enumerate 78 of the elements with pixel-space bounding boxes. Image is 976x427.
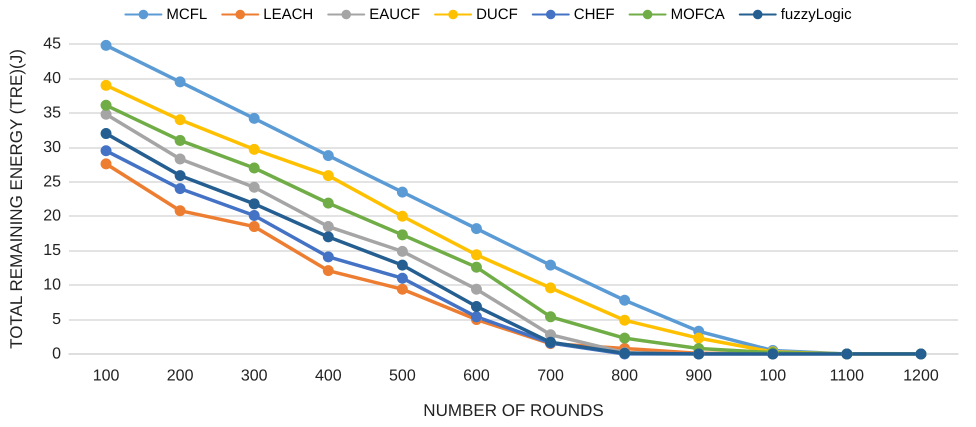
point xyxy=(545,260,556,271)
point xyxy=(174,205,186,216)
point xyxy=(322,251,334,262)
y-tick-label: 5 xyxy=(52,311,62,328)
point xyxy=(396,229,408,240)
point xyxy=(322,198,334,209)
x-tick-label: 100 xyxy=(759,368,786,384)
y-tick-label: 25 xyxy=(43,173,62,190)
point xyxy=(693,332,704,344)
point xyxy=(100,145,112,156)
point xyxy=(248,112,260,124)
point xyxy=(100,158,112,170)
x-tick-label: 800 xyxy=(611,368,638,384)
point xyxy=(470,300,482,312)
x-tick-label: 900 xyxy=(685,368,712,384)
x-axis-title: NUMBER OF ROUNDS xyxy=(423,401,604,420)
point xyxy=(322,231,334,242)
point xyxy=(396,272,408,284)
point xyxy=(174,183,186,194)
x-tick-label: 600 xyxy=(463,368,490,384)
point xyxy=(100,40,112,51)
y-axis-title: TOTAL REMAINING ENERGY (TRE)(J) xyxy=(7,49,26,349)
y-tick-label: 35 xyxy=(43,104,62,122)
y-tick-label: 45 xyxy=(43,36,62,52)
point xyxy=(322,265,334,276)
point xyxy=(545,282,556,294)
legend-label: fuzzyLogic xyxy=(780,6,852,23)
x-tick-label: 1100 xyxy=(830,368,864,384)
legend-label: CHEF xyxy=(574,6,615,23)
y-tick-label: 30 xyxy=(43,138,62,156)
legend-label: MOFCA xyxy=(670,6,725,23)
y-tick-label: 15 xyxy=(43,242,62,260)
legend-label: MCFL xyxy=(166,6,208,23)
point xyxy=(100,128,112,140)
legend-label: EAUCF xyxy=(369,6,420,23)
x-tick-label: 200 xyxy=(166,368,194,384)
point xyxy=(396,260,408,271)
x-tick-label: 700 xyxy=(537,368,564,384)
y-tick-label: 0 xyxy=(52,346,62,362)
y-tick-label: 10 xyxy=(43,276,62,294)
point xyxy=(322,170,334,182)
point xyxy=(470,262,482,273)
point xyxy=(100,100,112,111)
point xyxy=(396,210,408,222)
point xyxy=(545,311,556,322)
point xyxy=(396,284,408,295)
point xyxy=(174,134,186,146)
point xyxy=(174,76,186,88)
point xyxy=(248,198,260,210)
point xyxy=(174,170,186,182)
point xyxy=(470,249,482,260)
point xyxy=(396,186,408,198)
point xyxy=(174,114,186,126)
point xyxy=(248,210,260,222)
point xyxy=(619,314,630,326)
y-tick-label: 40 xyxy=(43,70,62,87)
point xyxy=(470,223,482,234)
point xyxy=(396,246,408,257)
x-tick-label: 500 xyxy=(389,368,416,384)
point xyxy=(470,284,482,295)
point xyxy=(322,150,334,162)
x-tick-label: 100 xyxy=(92,368,120,384)
point xyxy=(322,221,334,232)
point xyxy=(248,221,260,232)
point xyxy=(248,182,260,193)
x-tick-label: 400 xyxy=(314,368,342,384)
x-tick-label: 1200 xyxy=(903,368,939,384)
point xyxy=(248,162,260,174)
point xyxy=(619,294,630,306)
point xyxy=(100,80,112,91)
y-tick-label: 20 xyxy=(43,208,62,225)
x-tick-label: 300 xyxy=(240,368,268,384)
point xyxy=(470,311,482,322)
point xyxy=(174,154,186,165)
point xyxy=(248,144,260,155)
legend-label: DUCF xyxy=(476,6,518,23)
point xyxy=(619,332,630,344)
legend-label: LEACH xyxy=(263,6,314,23)
